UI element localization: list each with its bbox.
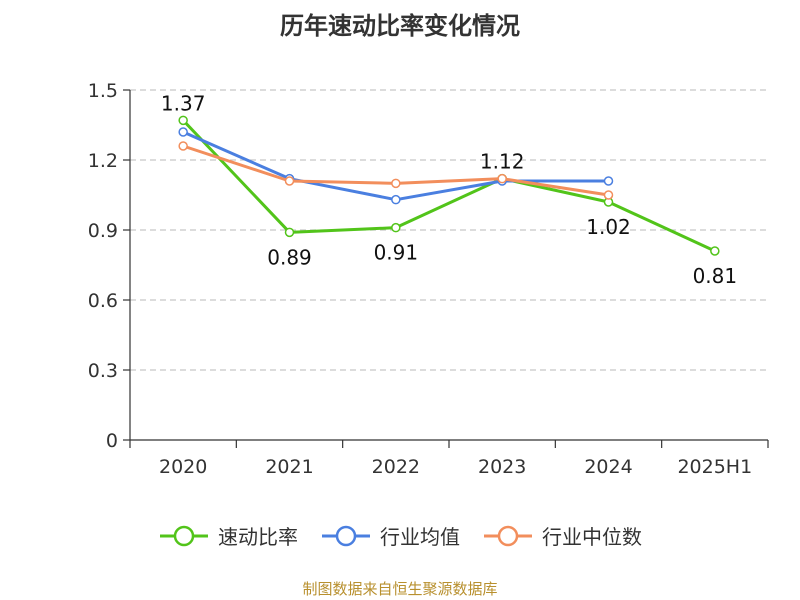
data-point [710,246,720,256]
x-tick-label: 2021 [265,456,313,478]
data-point [178,127,188,137]
axes: 0 0.3 0.6 0.9 1.2 1.5 2020 2021 2022 2023 2024 2025… [88,80,769,478]
data-label: 0.81 [693,264,738,288]
source-note: 制图数据来自恒生聚源数据库 [302,580,498,598]
data-label: 1.12 [480,150,525,174]
data-label: 0.91 [374,241,419,265]
x-tick-label: 2025H1 [677,456,752,478]
series-lines [178,115,720,256]
data-point [284,176,295,186]
x-tick-label: 2023 [478,456,526,478]
legend-swatch-icon [160,525,208,546]
data-point [603,176,614,186]
y-tick-label: 0.6 [88,290,118,312]
legend-label: 速动比率 [218,525,298,549]
y-tick-label: 0.3 [88,360,118,382]
y-tick-label: 0 [106,430,118,452]
x-tick-label: 2024 [584,456,632,478]
series-line [182,119,716,253]
legend-item[interactable]: 速动比率 [158,521,298,550]
data-point [603,190,614,200]
data-point [391,178,401,189]
data-point [497,173,507,184]
legend-swatch-icon [484,525,532,546]
y-tick-label: 1.2 [88,150,118,172]
x-tick-label: 2020 [159,456,207,478]
data-point [284,227,295,238]
data-label: 0.89 [267,245,312,269]
legend-swatch-icon [322,525,370,546]
data-labels: 1.37 0.89 0.91 1.12 1.02 0.81 [161,91,737,288]
y-tick-label: 0.9 [88,220,118,242]
legend: 速动比率 行业均值 行业中位数 [0,521,800,550]
data-point [391,222,401,233]
data-point [178,115,188,126]
x-tick-label: 2022 [372,456,420,478]
data-label: 1.02 [586,215,631,239]
data-point [178,141,188,151]
data-label: 1.37 [161,91,206,115]
y-tick-label: 1.5 [88,80,118,102]
legend-item[interactable]: 行业均值 [320,521,460,550]
data-point [391,194,401,205]
legend-label: 行业均值 [380,525,460,549]
legend-item[interactable]: 行业中位数 [482,521,642,550]
chart-title: 历年速动比率变化情况 [280,12,520,40]
legend-label: 行业中位数 [542,525,642,549]
grid-lines [130,89,768,371]
